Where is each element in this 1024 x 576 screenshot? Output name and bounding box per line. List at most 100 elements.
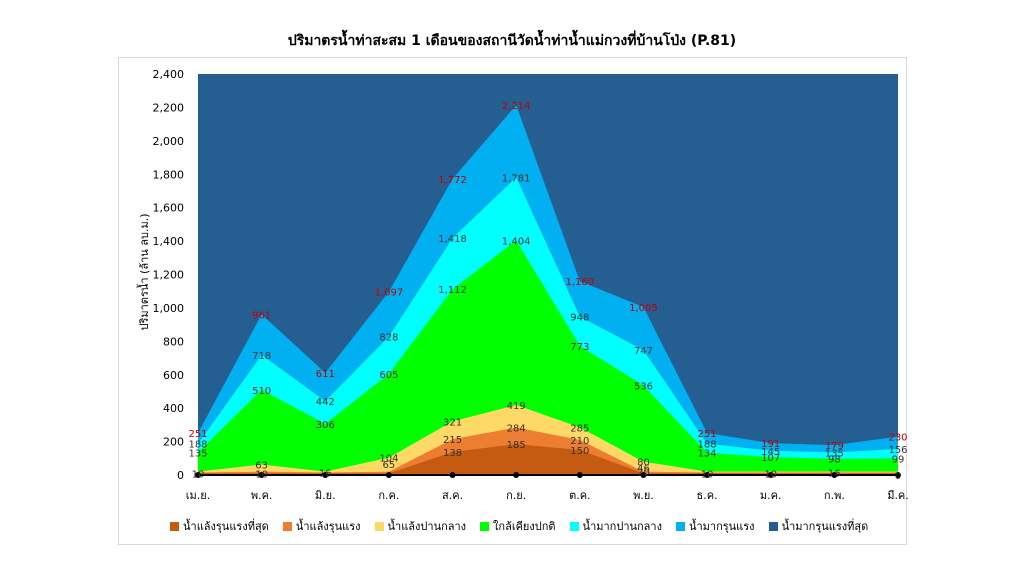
x-tick-label: มี.ค. xyxy=(887,489,909,502)
x-tick-mark xyxy=(258,472,265,478)
legend-label: น้ำมากรุนแรง xyxy=(688,520,755,533)
x-tick-label: ก.ย. xyxy=(506,489,526,502)
x-tick-label: ก.ค. xyxy=(378,489,399,502)
data-label: 10 xyxy=(255,469,268,480)
data-label: 10 xyxy=(192,469,205,480)
legend-item: น้ำแล้งรุนแรงที่สุด xyxy=(170,517,269,535)
area-series-0 xyxy=(198,444,898,475)
data-label: 251 xyxy=(188,429,207,440)
data-label: 230 xyxy=(888,433,907,444)
data-label: 65 xyxy=(383,460,396,471)
legend-item: น้ำมากรุนแรง xyxy=(675,517,755,535)
data-label: 46 xyxy=(637,463,650,474)
data-label: 285 xyxy=(570,423,589,434)
x-tick-mark xyxy=(576,472,583,478)
data-label: 0 xyxy=(895,471,901,482)
data-label: 1,160 xyxy=(565,277,594,288)
data-label: 16 xyxy=(319,468,332,479)
x-tick-label: พ.ย. xyxy=(633,489,654,502)
data-label: 419 xyxy=(507,401,526,412)
data-label: 442 xyxy=(316,397,335,408)
data-label: 510 xyxy=(252,386,271,397)
y-tick-label: 2,200 xyxy=(153,101,185,114)
data-label: 10 xyxy=(764,469,777,480)
x-tick-mark xyxy=(895,472,901,478)
data-label: 80 xyxy=(637,458,650,469)
data-label: 948 xyxy=(570,313,589,324)
x-tick-mark xyxy=(704,472,711,478)
y-tick-label: 1,800 xyxy=(153,168,185,181)
x-tick-label: มิ.ย. xyxy=(315,489,336,502)
data-label: 145 xyxy=(761,447,780,458)
x-tick-label: เม.ย. xyxy=(186,489,210,502)
y-tick-label: 2,400 xyxy=(153,68,185,81)
data-label: 1,404 xyxy=(502,236,531,247)
legend-swatch xyxy=(282,521,292,531)
legend-swatch xyxy=(374,521,384,531)
data-label: 747 xyxy=(634,346,653,357)
legend-swatch xyxy=(768,521,778,531)
data-label: 215 xyxy=(443,435,462,446)
x-tick-mark xyxy=(322,472,329,478)
legend-label: น้ำแล้งรุนแรง xyxy=(295,520,361,533)
data-label: 185 xyxy=(507,440,526,451)
data-label: 828 xyxy=(379,333,398,344)
data-label: 611 xyxy=(316,369,335,380)
data-label: 135 xyxy=(188,448,207,459)
data-label: 1,781 xyxy=(502,173,531,184)
data-label: 134 xyxy=(698,449,717,460)
y-tick-label: 1,000 xyxy=(153,302,185,315)
x-tick-mark xyxy=(385,472,392,478)
data-label: 605 xyxy=(379,370,398,381)
data-label: 156 xyxy=(888,445,907,456)
y-tick-label: 800 xyxy=(163,335,184,348)
y-tick-label: 1,400 xyxy=(153,235,185,248)
legend-item: น้ำแล้งปานกลาง xyxy=(374,517,466,535)
data-label: 1,005 xyxy=(629,303,658,314)
data-label: 150 xyxy=(570,446,589,457)
x-tick-mark xyxy=(449,472,456,478)
data-label: 961 xyxy=(252,310,271,321)
y-tick-label: 2,000 xyxy=(153,135,185,148)
chart-legend: น้ำแล้งรุนแรงที่สุด น้ำแล้งรุนแรง น้ำแล้งป… xyxy=(170,517,890,535)
x-tick-mark xyxy=(767,472,774,478)
legend-swatch xyxy=(569,521,579,531)
y-axis-label: ปริมาตรน้ำ (ล้าน ลบ.ม.) xyxy=(136,213,151,330)
data-label: 20 xyxy=(637,468,650,479)
data-label: 104 xyxy=(379,454,398,465)
x-tick-label: ส.ค. xyxy=(442,489,463,502)
axes-group: 02004006008001,0001,2001,4001,6001,8002,… xyxy=(153,68,909,502)
data-label: 179 xyxy=(825,441,844,452)
data-label: 1,112 xyxy=(438,285,467,296)
data-label: 1,097 xyxy=(375,288,404,299)
x-tick-mark xyxy=(640,472,647,478)
legend-label: น้ำมากปานกลาง xyxy=(582,520,662,533)
data-label: 210 xyxy=(570,436,589,447)
data-label: 107 xyxy=(761,453,780,464)
data-label: 138 xyxy=(443,448,462,459)
x-tick-label: ต.ค. xyxy=(569,489,591,502)
data-label: 1,772 xyxy=(438,175,467,186)
data-label: 188 xyxy=(188,440,207,451)
area-series-3 xyxy=(198,240,898,475)
data-label: 10 xyxy=(701,469,714,480)
data-label: 188 xyxy=(698,440,717,451)
data-label: 321 xyxy=(443,417,462,428)
y-tick-label: 400 xyxy=(163,402,184,415)
x-tick-label: ธ.ค. xyxy=(697,489,718,502)
legend-swatch xyxy=(675,521,685,531)
data-label: 536 xyxy=(634,381,653,392)
area-series-group xyxy=(198,74,898,476)
data-label: 1,418 xyxy=(438,234,467,245)
data-label: 63 xyxy=(255,460,268,471)
x-tick-mark xyxy=(513,472,520,478)
y-tick-label: 600 xyxy=(163,369,184,382)
legend-label: น้ำแล้งรุนแรงที่สุด xyxy=(183,520,269,533)
data-label: 718 xyxy=(252,351,271,362)
y-tick-label: 1,200 xyxy=(153,269,185,282)
legend-label: น้ำมากรุนแรงที่สุด xyxy=(781,520,869,533)
data-label: 773 xyxy=(570,342,589,353)
x-tick-label: ม.ค. xyxy=(760,489,782,502)
data-label: 99 xyxy=(892,454,905,465)
